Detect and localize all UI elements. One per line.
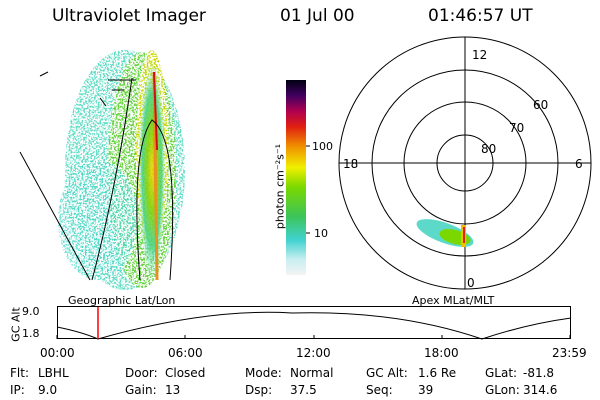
altitude-ytick-low: 1.8 xyxy=(22,327,40,340)
footer-gcalt-value: 1.6 Re xyxy=(418,366,457,380)
footer-glon-label: GLon: xyxy=(485,383,520,397)
footer-gcalt-label: GC Alt: xyxy=(366,366,408,380)
instrument-title: Ultraviolet Imager xyxy=(52,6,206,26)
footer-mode-value: Normal xyxy=(290,366,334,380)
altitude-ytick-high: 9.0 xyxy=(22,305,40,318)
footer-ip-label: IP: xyxy=(10,383,25,397)
footer-glon-value: 314.6 xyxy=(523,383,558,397)
footer-ip-value: 9.0 xyxy=(38,383,58,397)
polar-plot: 12 18 6 0 60 70 80 xyxy=(338,36,592,290)
footer-filter-label: Flt: xyxy=(10,366,29,380)
footer-dsp-value: 37.5 xyxy=(290,383,317,397)
footer-gain-value: 13 xyxy=(165,383,181,397)
footer-filter-value: LBHL xyxy=(38,366,69,380)
footer-gain-label: Gain: xyxy=(125,383,157,397)
footer-glat-label: GLat: xyxy=(485,366,518,380)
altitude-xtick-1200: 12:00 xyxy=(296,346,331,360)
altitude-xtick-1800: 18:00 xyxy=(424,346,459,360)
footer-seq-label: Seq: xyxy=(366,383,393,397)
polar-mlat-70: 70 xyxy=(509,121,524,135)
altitude-ylabel: GC Alt xyxy=(9,307,23,342)
right-panel-label: Apex MLat/MLT xyxy=(412,294,495,307)
footer-dsp-label: Dsp: xyxy=(245,383,273,397)
altitude-xtick-0000: 00:00 xyxy=(40,346,75,360)
colorbar-tick-10: 10 xyxy=(314,227,328,240)
polar-mlat-80: 80 xyxy=(481,142,496,156)
geographic-image xyxy=(19,50,185,290)
footer-door-label: Door: xyxy=(125,366,158,380)
footer-seq-value: 39 xyxy=(418,383,434,397)
altitude-xtick-0600: 06:00 xyxy=(168,346,203,360)
colorbar xyxy=(286,80,310,275)
polar-mlat-60: 60 xyxy=(533,98,548,112)
footer-glat-value: -81.8 xyxy=(523,366,555,380)
colorbar-tick-100: 100 xyxy=(312,140,333,153)
altitude-plot xyxy=(56,306,572,340)
polar-label-6: 6 xyxy=(575,157,583,171)
left-panel-label: Geographic Lat/Lon xyxy=(68,294,176,307)
date-label: 01 Jul 00 xyxy=(280,6,355,26)
polar-label-0: 0 xyxy=(467,276,475,290)
footer-door-value: Closed xyxy=(165,366,206,380)
time-label: 01:46:57 UT xyxy=(428,6,533,26)
footer-mode-label: Mode: xyxy=(245,366,282,380)
polar-label-12: 12 xyxy=(472,48,487,62)
polar-label-18: 18 xyxy=(343,157,358,171)
altitude-xtick-2359: 23:59 xyxy=(552,346,587,360)
colorbar-unit-label: photon cm⁻²s⁻¹ xyxy=(273,143,287,230)
